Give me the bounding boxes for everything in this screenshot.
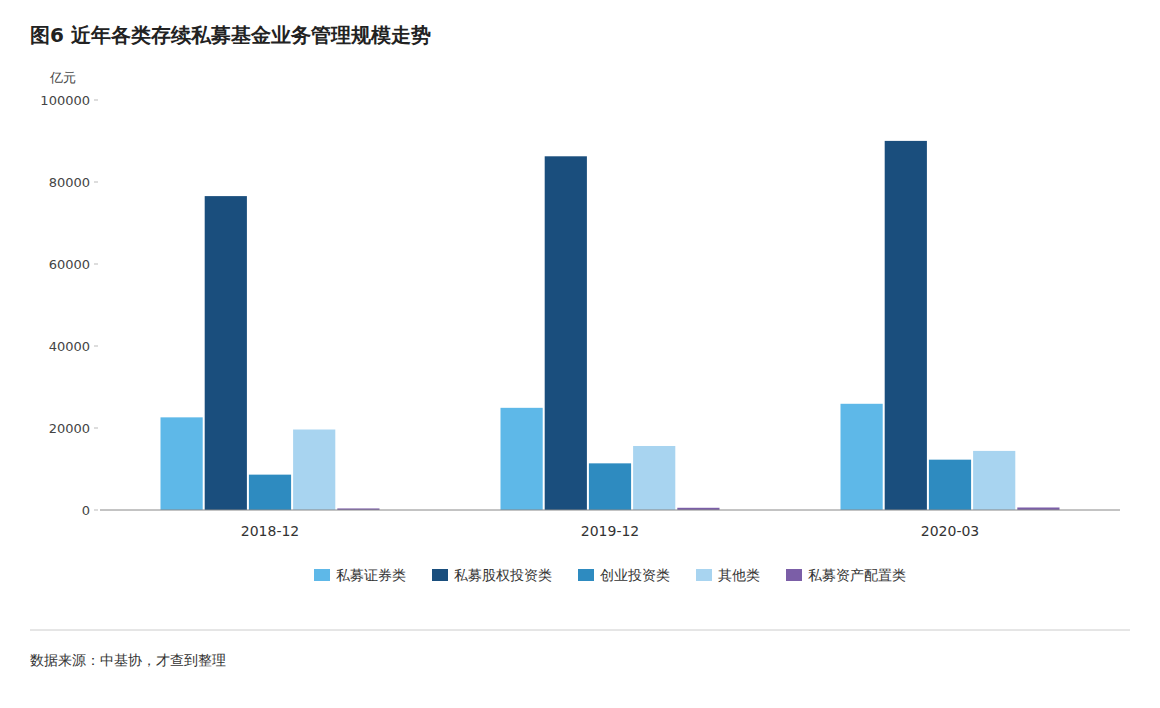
legend-label: 私募证券类 (336, 567, 406, 583)
tick-mark (94, 182, 98, 183)
y-tick-label: 80000 (49, 175, 90, 190)
bar (589, 463, 631, 510)
legend-swatch (696, 569, 712, 581)
legend-swatch (314, 569, 330, 581)
bar (205, 196, 247, 510)
bar (841, 404, 883, 510)
legend-label: 私募股权投资类 (454, 567, 552, 583)
legend-item: 私募股权投资类 (432, 567, 552, 583)
y-axis: 0 20000 40000 60000 80000 100000 (40, 93, 98, 518)
source-note: 数据来源：中基协，才查到整理 (30, 652, 226, 668)
chart-container: 图6 近年各类存续私募基金业务管理规模走势亿元 0 20000 40000 60000 8… (0, 0, 1160, 708)
chart-svg: 图6 近年各类存续私募基金业务管理规模走势亿元 0 20000 40000 60000 8… (0, 0, 1160, 708)
legend-item: 其他类 (696, 567, 760, 583)
bar (885, 141, 927, 510)
bar (545, 156, 587, 510)
x-tick-label: 2020-03 (921, 523, 980, 539)
y-tick-label: 40000 (49, 339, 90, 354)
legend-item: 创业投资类 (578, 567, 670, 583)
y-axis-label: 亿元 (49, 70, 76, 85)
y-tick-label: 60000 (49, 257, 90, 272)
x-axis-line (100, 510, 1120, 511)
tick-mark (94, 428, 98, 429)
y-tick-label: 0 (82, 503, 90, 518)
bar (293, 430, 335, 510)
background (0, 0, 1160, 708)
x-tick-label: 2019-12 (581, 523, 640, 539)
tick-mark (94, 100, 98, 101)
legend-item: 私募资产配置类 (786, 567, 906, 583)
bar (501, 408, 543, 510)
bar (249, 475, 291, 510)
bar (633, 446, 675, 510)
legend: 私募证券类 私募股权投资类 创业投资类 其他类 私募资产配置类 (314, 567, 906, 583)
x-axis: 2018-12 2019-12 2020-03 (241, 523, 980, 539)
legend-swatch (578, 569, 594, 581)
bar (161, 417, 203, 510)
bars (161, 141, 1060, 510)
legend-label: 私募资产配置类 (808, 567, 906, 583)
legend-label: 其他类 (718, 567, 760, 583)
source-divider (30, 630, 1130, 631)
legend-item: 私募证券类 (314, 567, 406, 583)
chart-title: 图6 近年各类存续私募基金业务管理规模走势 (30, 23, 431, 47)
bar (929, 460, 971, 510)
legend-swatch (786, 569, 802, 581)
tick-mark (94, 346, 98, 347)
x-tick-label: 2018-12 (241, 523, 300, 539)
legend-label: 创业投资类 (600, 567, 670, 583)
y-tick-label: 20000 (49, 421, 90, 436)
legend-swatch (432, 569, 448, 581)
y-tick-label: 100000 (40, 93, 90, 108)
bar (973, 451, 1015, 510)
tick-mark (94, 264, 98, 265)
tick-mark (94, 510, 98, 511)
